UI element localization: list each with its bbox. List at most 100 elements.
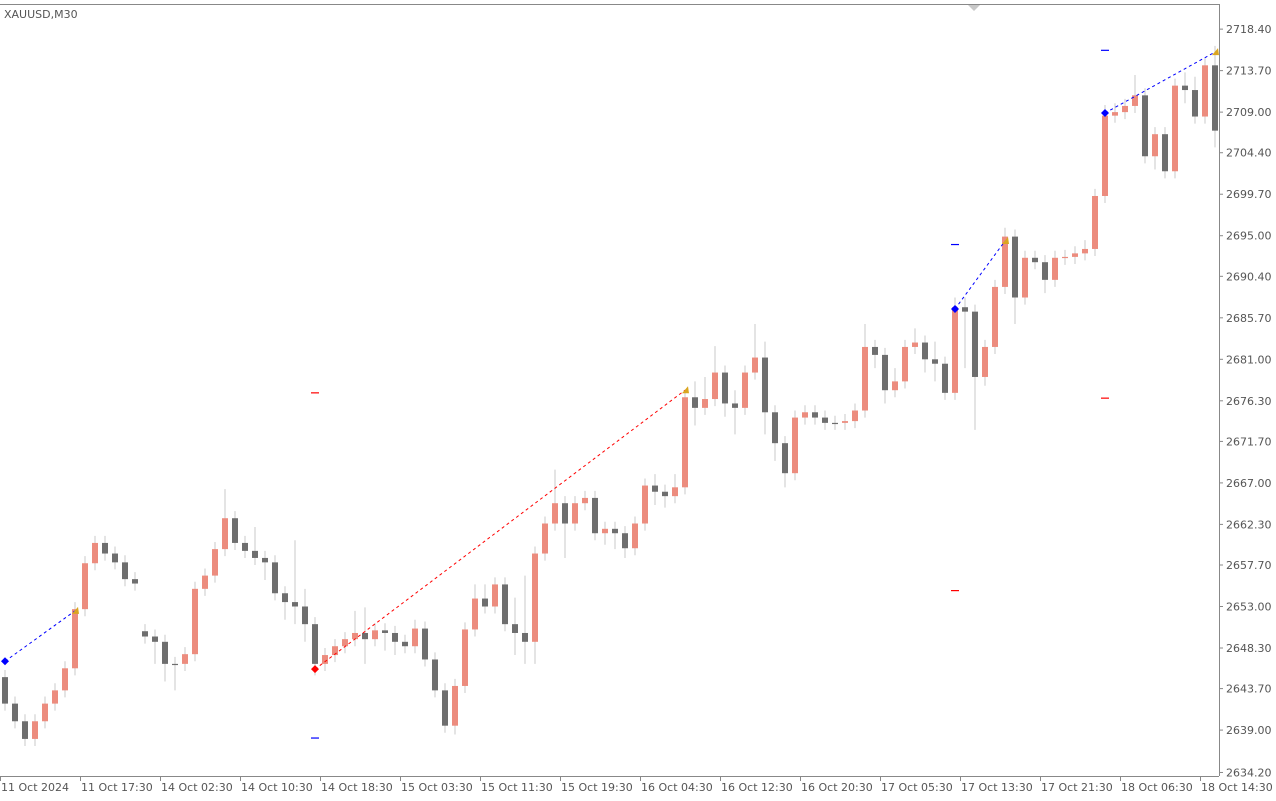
y-tick-label: 2685.70 (1226, 312, 1272, 325)
y-tick-label: 2657.70 (1226, 559, 1272, 572)
candle-body (1172, 85, 1178, 172)
candle-body (512, 624, 518, 633)
candle-body (592, 497, 598, 534)
candle-body (912, 342, 918, 347)
candle-body (632, 523, 638, 549)
y-tick-label: 2667.00 (1226, 477, 1272, 490)
candle-body (1212, 65, 1218, 131)
candle-body (412, 628, 418, 647)
candle-body (462, 629, 468, 686)
candle-body (382, 630, 388, 633)
candle-body (582, 497, 588, 504)
candle-body (732, 403, 738, 408)
exit-marker (1212, 48, 1219, 56)
candle-body (532, 553, 538, 642)
candle-body (852, 410, 858, 422)
x-tick-label: 17 Oct 13:30 (961, 781, 1033, 794)
candle-body (452, 685, 458, 726)
candle-body (132, 579, 138, 584)
candle-body (902, 346, 908, 382)
candle-body (712, 372, 718, 400)
candle-body (472, 598, 478, 630)
x-tick-label: 16 Oct 04:30 (641, 781, 713, 794)
candle-body (162, 641, 168, 664)
y-tick-label: 2648.30 (1226, 642, 1272, 655)
candle-body (992, 286, 998, 347)
candle-body (182, 654, 188, 664)
candle-body (552, 503, 558, 524)
candle-body (292, 602, 298, 607)
x-tick-label: 14 Oct 18:30 (321, 781, 393, 794)
candle-body (82, 563, 88, 610)
candle-body (332, 646, 338, 656)
candle-body (142, 631, 148, 637)
y-tick-label: 2695.00 (1226, 230, 1272, 243)
candle-body (682, 397, 688, 488)
x-tick-label: 17 Oct 05:30 (881, 781, 953, 794)
candle-body (202, 575, 208, 589)
candle-body (502, 584, 508, 625)
candle-body (312, 624, 318, 664)
candle-body (1152, 134, 1158, 157)
candle-body (62, 668, 68, 691)
candle-body (72, 609, 78, 669)
candle-body (802, 412, 808, 418)
y-tick-label: 2671.70 (1226, 435, 1272, 448)
y-tick-label: 2713.70 (1226, 65, 1272, 78)
candle-body (1102, 115, 1108, 196)
x-tick-label: 14 Oct 02:30 (161, 781, 233, 794)
x-tick-label: 18 Oct 14:30 (1201, 781, 1273, 794)
signal-line (954, 240, 1006, 310)
candle-body (172, 663, 178, 666)
candle-body (522, 632, 528, 642)
candle-body (932, 359, 938, 364)
candle-body (152, 636, 158, 642)
candle-body (742, 372, 748, 408)
candle-body (2, 677, 8, 704)
candle-body (842, 421, 848, 423)
candle-body (972, 311, 978, 377)
y-tick-label: 2690.40 (1226, 270, 1272, 283)
candle-body (282, 593, 288, 603)
candle-body (432, 659, 438, 691)
candle-body (672, 487, 678, 497)
y-tick-label: 2709.00 (1226, 106, 1272, 119)
signal-line (1104, 51, 1216, 114)
candle-body (752, 357, 758, 373)
candle-body (362, 632, 368, 640)
candle-body (262, 557, 268, 563)
candle-body (1192, 90, 1198, 117)
candle-body (222, 518, 228, 550)
candle-body (422, 628, 428, 660)
candle-body (122, 562, 128, 580)
candle-body (392, 632, 398, 642)
candle-body (1112, 112, 1118, 116)
candle-body (832, 422, 838, 425)
candle-body (762, 357, 768, 413)
candle-body (1082, 248, 1088, 254)
candle-body (232, 518, 238, 543)
candle-body (242, 542, 248, 551)
x-tick-label: 11 Oct 2024 (1, 781, 69, 794)
candle-body (342, 639, 348, 647)
y-tick-label: 2718.40 (1226, 23, 1272, 36)
candle-body (982, 346, 988, 377)
candle-body (602, 528, 608, 534)
candle-body (1202, 65, 1208, 117)
plot-area (1, 45, 1219, 746)
candle-body (1142, 95, 1148, 157)
candle-body (492, 584, 498, 607)
candle-body (1092, 195, 1098, 249)
candle-body (542, 523, 548, 554)
candle-body (952, 307, 958, 393)
candle-body (1132, 95, 1138, 106)
entry-marker (311, 665, 319, 674)
candle-body (302, 606, 308, 625)
candle-body (892, 381, 898, 391)
x-tick-label: 16 Oct 20:30 (801, 781, 873, 794)
candle-body (1162, 134, 1168, 172)
candle-body (782, 443, 788, 474)
candle-body (822, 417, 828, 423)
y-tick-label: 2634.20 (1226, 766, 1272, 779)
